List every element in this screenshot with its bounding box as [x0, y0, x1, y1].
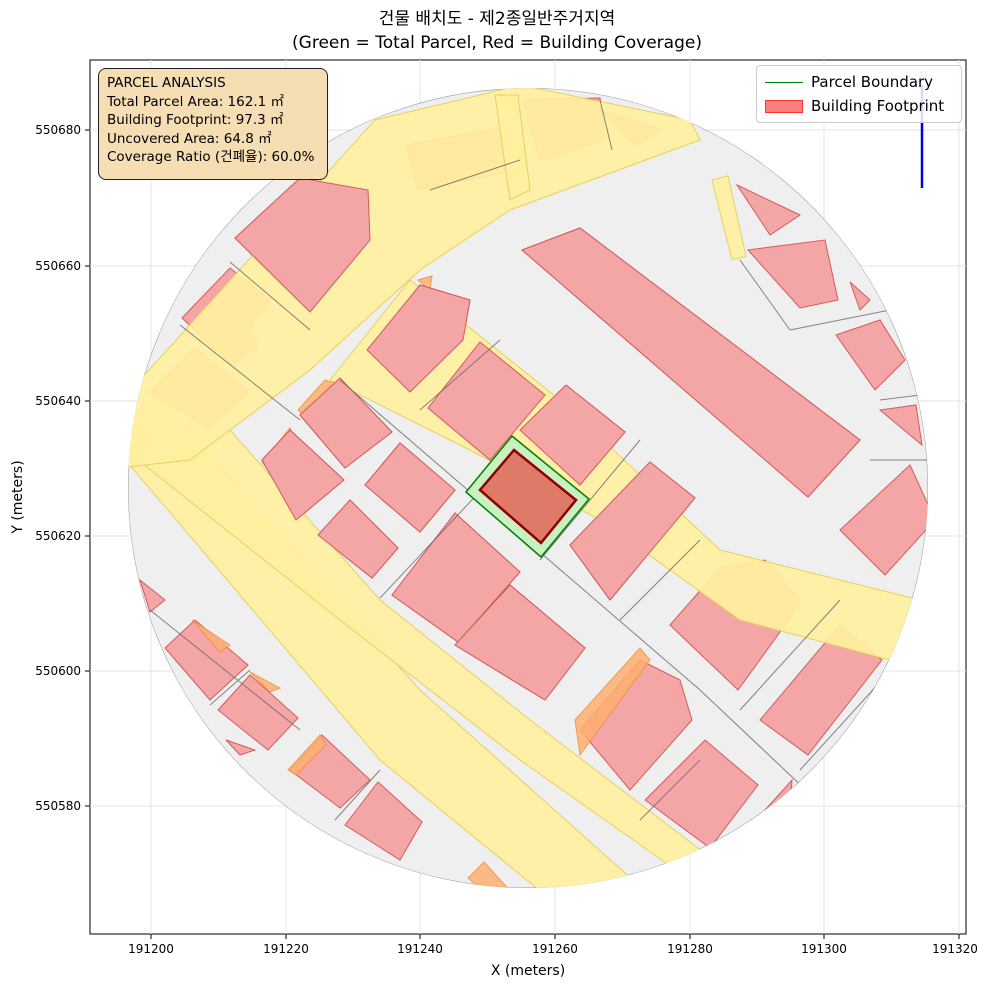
- legend-parcel-label: Parcel Boundary: [811, 73, 934, 91]
- analysis-heading: PARCEL ANALYSIS: [107, 75, 226, 91]
- building: [569, 461, 696, 601]
- x-axis: 191200 191220 191240 191260 191280 19130…: [128, 934, 978, 979]
- x-tick-label: 191320: [932, 942, 978, 956]
- building: [735, 183, 802, 236]
- building: [317, 499, 399, 579]
- coverage-ratio: Coverage Ratio (건폐율): 60.0%: [107, 149, 315, 165]
- building: [519, 384, 626, 486]
- block-buildings: [234, 177, 861, 701]
- setback: [191, 619, 231, 653]
- building: [366, 284, 471, 393]
- parcel-line: [334, 769, 381, 821]
- building: [261, 429, 345, 521]
- legend-item-parcel: Parcel Boundary: [765, 72, 933, 92]
- parcel-line: [539, 439, 641, 561]
- building: [364, 442, 456, 533]
- parcel-line: [599, 99, 613, 151]
- building: [427, 341, 546, 461]
- parcel-line: [179, 324, 301, 421]
- parcel-line: [789, 309, 891, 331]
- building: [217, 674, 299, 751]
- building: [139, 578, 166, 613]
- x-tick-label: 191300: [801, 942, 847, 956]
- building-footprint-area: Building Footprint: 97.3 ㎡: [107, 112, 284, 128]
- x-tick-label: 191260: [532, 942, 578, 956]
- parcel-line: [429, 159, 521, 191]
- legend-building-label: Building Footprint: [811, 97, 945, 115]
- parcel-line: [879, 394, 921, 401]
- x-axis-label: X (meters): [491, 963, 565, 979]
- building: [234, 177, 371, 313]
- context-area: [128, 88, 928, 888]
- parcel-line-swatch-icon: [765, 81, 803, 83]
- building: [454, 584, 586, 701]
- y-axis-label: Y (meters): [10, 460, 26, 534]
- parcel-line: [739, 599, 841, 711]
- y-tick-label: 550640: [35, 394, 81, 408]
- x-tick-label: 191200: [128, 942, 174, 956]
- y-tick-label: 550660: [35, 259, 81, 273]
- y-tick-label: 550600: [35, 664, 81, 678]
- parcel-analysis-box: PARCEL ANALYSIS Total Parcel Area: 162.1…: [98, 68, 328, 180]
- building: [299, 377, 393, 469]
- building: [839, 464, 928, 576]
- parcel-line: [419, 339, 501, 411]
- parcel-line: [229, 261, 311, 331]
- setback: [249, 671, 282, 693]
- setback: [287, 734, 327, 776]
- y-tick-label: 550680: [35, 123, 81, 137]
- building-swatch-icon: [765, 99, 803, 113]
- building: [746, 239, 839, 309]
- building: [344, 781, 423, 861]
- y-axis: 550580 550600 550620 550640 550660 55068…: [10, 123, 90, 813]
- road-ne-spur: [711, 175, 747, 261]
- x-tick-label: 191240: [397, 942, 443, 956]
- building: [225, 739, 257, 756]
- parcel-line: [619, 539, 701, 621]
- building: [644, 739, 759, 849]
- y-tick-label: 550620: [35, 529, 81, 543]
- road-nw: [128, 88, 701, 471]
- chart-title: 건물 배치도 - 제2종일반주거지역: [378, 9, 616, 29]
- parcel-line: [149, 609, 301, 731]
- building: [849, 281, 871, 311]
- x-tick-label: 191280: [667, 942, 713, 956]
- uncovered-area: Uncovered Area: 64.8 ㎡: [107, 130, 272, 147]
- chart-subtitle: (Green = Total Parcel, Red = Building Co…: [292, 33, 702, 53]
- building: [521, 227, 861, 498]
- legend: Parcel Boundary Building Footprint: [756, 65, 962, 123]
- building: [164, 619, 249, 701]
- building: [878, 404, 923, 447]
- parcel-line: [739, 259, 791, 331]
- legend-item-building: Building Footprint: [765, 96, 944, 116]
- target-building-footprint[interactable]: [478, 448, 578, 545]
- parcel-line: [639, 759, 701, 821]
- setback: [416, 275, 433, 291]
- total-parcel-area: Total Parcel Area: 162.1 ㎡: [107, 93, 284, 110]
- y-tick-label: 550580: [35, 799, 81, 813]
- setback: [574, 647, 651, 757]
- building: [835, 319, 906, 391]
- parcel-line: [209, 669, 251, 706]
- building: [759, 624, 883, 756]
- x-tick-label: 191220: [263, 942, 309, 956]
